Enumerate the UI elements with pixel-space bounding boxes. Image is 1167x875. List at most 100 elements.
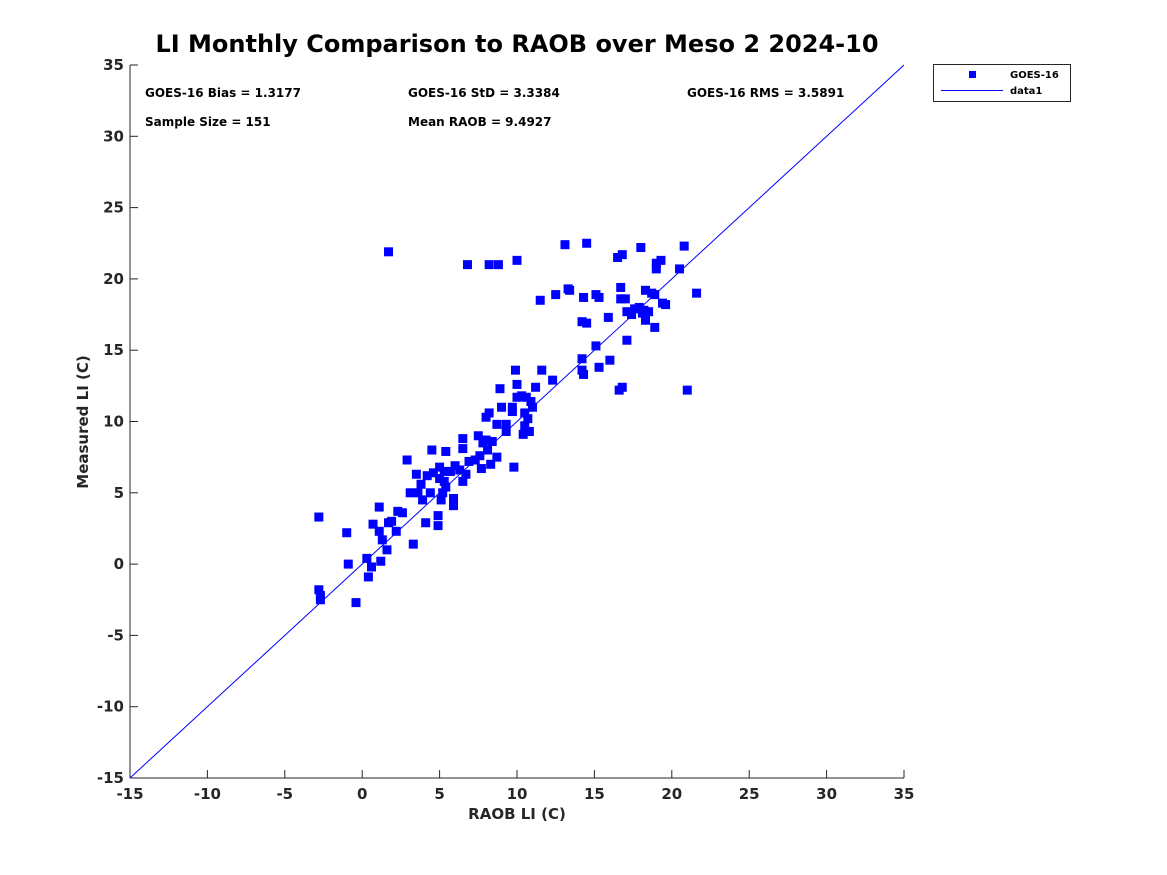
data-point: [449, 501, 459, 511]
stat-mean-raob: Mean RAOB = 9.4927: [408, 115, 552, 129]
data-point: [435, 474, 445, 484]
y-tick-label: -15: [97, 769, 124, 787]
data-point: [510, 365, 520, 375]
data-point: [387, 516, 397, 526]
data-point: [591, 341, 601, 351]
data-point: [636, 243, 646, 253]
y-tick-label: 5: [114, 484, 124, 502]
data-point: [512, 379, 522, 389]
data-point: [507, 402, 517, 412]
data-point: [551, 290, 561, 300]
stat-std: GOES-16 StD = 3.3384: [408, 86, 560, 100]
data-point: [512, 255, 522, 265]
data-point: [441, 446, 451, 456]
stat-rms: GOES-16 RMS = 3.5891: [687, 86, 844, 100]
data-point: [314, 512, 324, 522]
data-point: [366, 562, 376, 572]
data-point: [455, 465, 465, 475]
data-point: [651, 264, 661, 274]
data-point: [640, 315, 650, 325]
data-point: [462, 260, 472, 270]
data-point: [679, 241, 689, 251]
data-point: [639, 305, 649, 315]
data-point: [391, 526, 401, 536]
data-point: [449, 494, 459, 504]
data-point: [483, 445, 493, 455]
data-point: [445, 466, 455, 476]
data-point: [509, 462, 519, 472]
data-point: [577, 365, 587, 375]
data-point: [651, 258, 661, 268]
y-axis-label: Measured LI (C): [74, 355, 92, 488]
data-point: [408, 539, 418, 549]
data-point: [565, 285, 575, 295]
stat-sample-size: Sample Size = 151: [145, 115, 271, 129]
data-point: [616, 282, 626, 292]
legend-box: [933, 64, 1071, 102]
data-point: [484, 260, 494, 270]
data-point: [512, 392, 522, 402]
data-point: [458, 444, 468, 454]
data-point: [579, 292, 589, 302]
data-point: [650, 322, 660, 332]
data-point: [484, 408, 494, 418]
plot-area: [129, 64, 905, 779]
data-point: [682, 385, 692, 395]
data-point: [427, 445, 437, 455]
data-point: [450, 461, 460, 471]
data-point: [481, 435, 491, 445]
data-point: [421, 518, 431, 528]
data-point: [436, 495, 446, 505]
x-tick-label: 30: [816, 785, 837, 803]
x-tick-label: 35: [894, 785, 915, 803]
data-point: [617, 250, 627, 260]
data-point: [458, 434, 468, 444]
data-point: [497, 402, 507, 412]
data-point: [464, 456, 474, 466]
data-point: [393, 506, 403, 516]
data-point: [374, 502, 384, 512]
data-point: [616, 294, 626, 304]
data-point: [374, 526, 384, 536]
data-point: [428, 468, 438, 478]
chart-title: LI Monthly Comparison to RAOB over Meso …: [155, 30, 878, 58]
data-point: [656, 255, 666, 265]
data-point: [411, 469, 421, 479]
fit-line-data1: [129, 64, 905, 779]
data-point: [501, 419, 511, 429]
legend-label-data1: data1: [1010, 86, 1042, 97]
x-axis-label: RAOB LI (C): [468, 805, 566, 823]
data-point: [492, 419, 502, 429]
data-point: [422, 471, 432, 481]
x-tick-label: -15: [116, 785, 143, 803]
legend-label-goes16: GOES-16: [1010, 70, 1059, 81]
data-point: [342, 528, 352, 538]
x-tick-label: 5: [434, 785, 444, 803]
data-point: [382, 545, 392, 555]
data-point: [622, 335, 632, 345]
data-point: [644, 307, 654, 317]
data-point: [315, 595, 325, 605]
data-point: [517, 391, 527, 401]
data-point: [343, 559, 353, 569]
data-point: [582, 238, 592, 248]
x-axis-ticks: -15 -10 -5 0 5 10 15 20 25 30 35: [116, 770, 914, 803]
data-point: [537, 365, 547, 375]
data-point: [492, 452, 502, 462]
data-point: [476, 464, 486, 474]
data-point: [577, 354, 587, 364]
data-point: [524, 426, 534, 436]
data-point: [458, 476, 468, 486]
legend: GOES-16 data1: [933, 64, 1071, 102]
data-point: [487, 436, 497, 446]
y-tick-label: 10: [103, 413, 124, 431]
y-tick-label: 15: [103, 341, 124, 359]
data-point: [523, 414, 533, 424]
data-point: [384, 247, 394, 257]
data-point: [362, 553, 372, 563]
data-point: [560, 240, 570, 250]
data-point: [377, 535, 387, 545]
data-point: [594, 362, 604, 372]
data-point: [368, 519, 378, 529]
